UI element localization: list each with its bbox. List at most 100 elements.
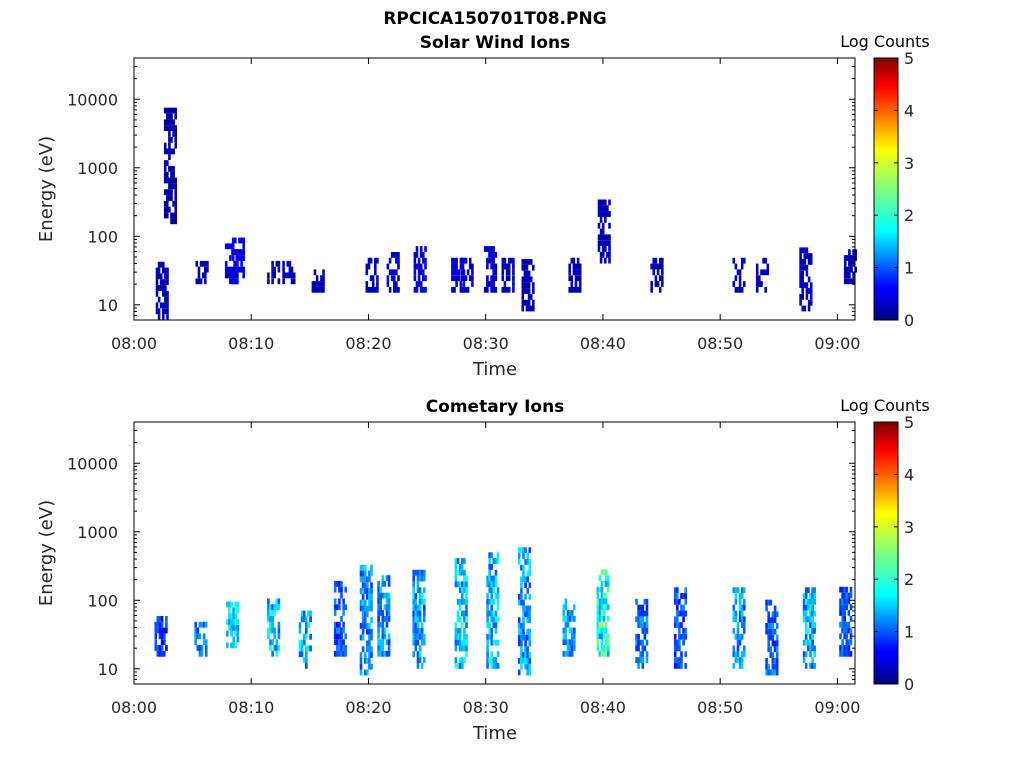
heatmap-cell bbox=[359, 576, 363, 583]
heatmap-cell bbox=[608, 240, 611, 247]
heatmap-cell bbox=[678, 663, 681, 669]
heatmap-cell bbox=[645, 651, 649, 658]
heatmap-cell bbox=[387, 575, 391, 581]
heatmap-cell bbox=[532, 305, 535, 312]
heatmap-cell bbox=[414, 622, 418, 628]
heatmap-cell bbox=[486, 263, 489, 270]
heatmap-cell bbox=[488, 633, 491, 640]
heatmap-cell bbox=[200, 650, 204, 657]
heatmap-cell bbox=[412, 598, 415, 605]
heatmap-cell bbox=[568, 610, 572, 616]
heatmap-cell bbox=[805, 294, 809, 300]
heatmap-cell bbox=[525, 305, 529, 312]
heatmap-cell bbox=[732, 645, 736, 652]
heatmap-cell bbox=[766, 269, 770, 276]
heatmap-cell bbox=[170, 218, 173, 225]
heatmap-cell bbox=[242, 272, 245, 279]
heatmap-cell bbox=[765, 628, 768, 635]
heatmap-cell bbox=[643, 645, 647, 652]
heatmap-cell bbox=[524, 640, 527, 647]
heatmap-cell bbox=[168, 107, 171, 114]
heatmap-cell bbox=[606, 205, 609, 212]
heatmap-cell bbox=[456, 610, 460, 617]
heatmap-cell bbox=[416, 581, 420, 588]
heatmap-cell bbox=[845, 627, 849, 634]
heatmap-cell bbox=[578, 281, 582, 287]
heatmap-cell bbox=[240, 249, 243, 255]
heatmap-cell bbox=[740, 257, 744, 264]
heatmap-cell bbox=[371, 275, 375, 282]
heatmap-cell bbox=[463, 575, 466, 582]
heatmap-cell bbox=[568, 616, 572, 622]
heatmap-cell bbox=[419, 281, 423, 287]
heatmap-cell bbox=[164, 273, 167, 280]
heatmap-cell bbox=[397, 257, 400, 264]
heatmap-cell bbox=[383, 604, 387, 611]
heatmap-cell bbox=[420, 622, 424, 628]
heatmap-cell bbox=[564, 627, 568, 634]
heatmap-cell bbox=[160, 633, 164, 640]
heatmap-cell bbox=[422, 286, 425, 293]
heatmap-cell bbox=[512, 263, 515, 270]
heatmap-cell bbox=[234, 613, 238, 619]
heatmap-cell bbox=[656, 269, 660, 276]
heatmap-cell bbox=[811, 645, 814, 652]
heatmap-cell bbox=[743, 598, 746, 605]
heatmap-cell bbox=[240, 266, 243, 273]
colorbar-solar-wind bbox=[873, 57, 899, 321]
heatmap-cell bbox=[599, 217, 603, 223]
heatmap-cell bbox=[416, 604, 420, 611]
heatmap-cell bbox=[773, 646, 777, 653]
heatmap-cell bbox=[267, 598, 270, 605]
heatmap-cell bbox=[512, 286, 515, 293]
heatmap-cell bbox=[732, 628, 736, 634]
heatmap-cell bbox=[606, 234, 609, 241]
heatmap-cell bbox=[458, 663, 462, 669]
heatmap-cell bbox=[848, 255, 851, 261]
heatmap-cell bbox=[455, 275, 458, 282]
heatmap-cell bbox=[460, 286, 464, 293]
heatmap-cell bbox=[652, 263, 656, 270]
heatmap-cell bbox=[456, 639, 460, 646]
heatmap-cell bbox=[773, 628, 777, 635]
heatmap-cell bbox=[803, 282, 807, 289]
heatmap-cell bbox=[773, 663, 777, 670]
heatmap-cell bbox=[344, 645, 347, 651]
heatmap-cell bbox=[336, 650, 339, 657]
heatmap-cell bbox=[271, 627, 274, 634]
heatmap-cell bbox=[342, 604, 345, 611]
heatmap-cell bbox=[743, 257, 746, 264]
heatmap-cell bbox=[168, 183, 171, 190]
heatmap-cell bbox=[158, 650, 162, 657]
heatmap-cell bbox=[600, 645, 604, 651]
heatmap-cell bbox=[376, 286, 379, 293]
heatmap-cell bbox=[525, 299, 529, 306]
heatmap-cell bbox=[298, 622, 302, 628]
heatmap-cell bbox=[172, 166, 175, 172]
heatmap-cell bbox=[521, 264, 525, 271]
heatmap-cell bbox=[231, 272, 235, 279]
heatmap-cell bbox=[852, 249, 855, 255]
heatmap-cell bbox=[841, 604, 844, 611]
heatmap-cell bbox=[172, 107, 175, 114]
heatmap-cell bbox=[562, 650, 566, 657]
heatmap-cell bbox=[805, 247, 809, 254]
heatmap-cell bbox=[604, 639, 608, 646]
heatmap-cell bbox=[673, 593, 677, 599]
heatmap-cell bbox=[811, 587, 814, 594]
heatmap-cell bbox=[224, 243, 228, 250]
heatmap-cell bbox=[377, 645, 380, 651]
heatmap-cell bbox=[597, 211, 601, 217]
heatmap-cell bbox=[368, 593, 371, 600]
heatmap-cell bbox=[463, 616, 466, 623]
heatmap-cell bbox=[166, 267, 169, 274]
heatmap-cell bbox=[168, 131, 171, 137]
heatmap-cell bbox=[166, 189, 169, 196]
heatmap-cell bbox=[232, 642, 235, 649]
heatmap-cell bbox=[377, 616, 380, 622]
heatmap-cell bbox=[286, 272, 290, 279]
heatmap-cell bbox=[807, 598, 810, 605]
colorbar-tick-label: 2 bbox=[904, 206, 914, 225]
heatmap-cell bbox=[379, 586, 382, 593]
heatmap-cell bbox=[471, 281, 474, 287]
